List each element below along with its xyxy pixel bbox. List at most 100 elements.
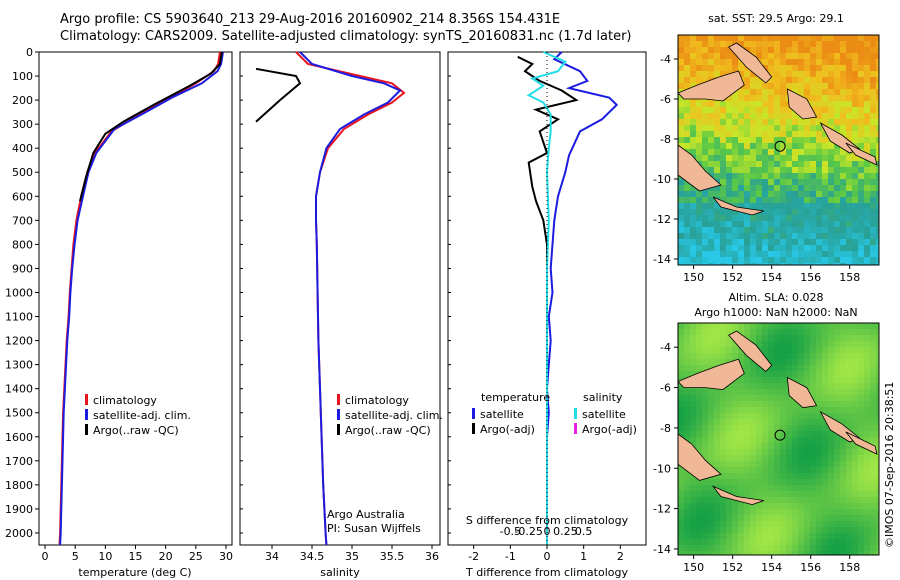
sla-map-cell — [840, 347, 846, 353]
sla-map-cell — [840, 545, 846, 551]
sst-map-cell — [810, 41, 816, 47]
sla-map-cell — [804, 533, 810, 539]
sst-map-cell — [852, 95, 858, 101]
sst-map-cell — [876, 137, 879, 143]
sst-map-cell — [756, 41, 762, 47]
sla-map-cell — [678, 419, 684, 425]
y-tick-label: -8 — [660, 422, 671, 435]
sla-map-cell — [714, 407, 720, 413]
sst-map-cell — [840, 35, 846, 41]
sla-map-cell — [876, 497, 879, 503]
sla-map-cell — [834, 407, 840, 413]
sla-map-cell — [756, 503, 762, 509]
sst-map-cell — [720, 179, 726, 185]
sla-map-cell — [756, 443, 762, 449]
x-tick-label: 25 — [189, 550, 203, 563]
sst-map-cell — [762, 119, 768, 125]
sla-map-cell — [768, 431, 774, 437]
legend-swatch — [85, 409, 88, 420]
sla-map-cell — [720, 419, 726, 425]
sst-map-cell — [726, 173, 732, 179]
sla-map-cell — [702, 413, 708, 419]
sla-map-cell — [816, 329, 822, 335]
sla-map-cell — [798, 509, 804, 515]
sla-map-cell — [726, 473, 732, 479]
sla-map-cell — [870, 455, 876, 461]
sla-map-cell — [864, 455, 870, 461]
sla-map-cell — [786, 467, 792, 473]
sst-map-cell — [804, 65, 810, 71]
sla-map-cell — [690, 545, 696, 551]
sst-map-cell — [816, 191, 822, 197]
sla-map-cell — [822, 551, 828, 555]
sla-map-cell — [876, 413, 879, 419]
sst-map-cell — [690, 101, 696, 107]
sla-map-cell — [738, 539, 744, 545]
sst-map-cell — [756, 161, 762, 167]
x-axis-label: temperature (deg C) — [78, 566, 191, 579]
sla-map-cell — [762, 437, 768, 443]
sla-map-cell — [714, 329, 720, 335]
sst-map-cell — [774, 143, 780, 149]
sla-map-cell — [762, 347, 768, 353]
sla-map-cell — [816, 395, 822, 401]
sla-map-cell — [678, 359, 684, 365]
sla-map-cell — [696, 353, 702, 359]
sst-map-cell — [864, 59, 870, 65]
sst-map-cell — [816, 221, 822, 227]
sst-map-cell — [684, 65, 690, 71]
sst-map-cell — [732, 167, 738, 173]
sst-map-cell — [780, 119, 786, 125]
sla-map-cell — [702, 359, 708, 365]
sst-map-cell — [738, 179, 744, 185]
sst-map-cell — [720, 167, 726, 173]
sst-map-cell — [792, 245, 798, 251]
sla-map-cell — [726, 467, 732, 473]
sla-map-cell — [810, 473, 816, 479]
sla-map-cell — [828, 323, 834, 329]
sst-map-cell — [702, 251, 708, 257]
sst-map-cell — [678, 65, 684, 71]
sla-map-cell — [840, 371, 846, 377]
sla-map-cell — [804, 539, 810, 545]
sst-map-cell — [804, 173, 810, 179]
sst-map-cell — [726, 47, 732, 53]
sla-map-cell — [810, 383, 816, 389]
sla-map-cell — [798, 485, 804, 491]
sla-map-cell — [846, 479, 852, 485]
sst-map-cell — [690, 263, 696, 265]
sst-map-cell — [738, 251, 744, 257]
sst-map-cell — [864, 233, 870, 239]
sst-map-cell — [744, 191, 750, 197]
sla-map-cell — [846, 383, 852, 389]
sst-map-cell — [810, 47, 816, 53]
sst-map-cell — [858, 59, 864, 65]
sla-map-cell — [738, 461, 744, 467]
sla-map-cell — [738, 395, 744, 401]
x-tick-label-salinity: 0 — [544, 525, 551, 538]
sst-map-cell — [846, 239, 852, 245]
sla-map-cell — [768, 347, 774, 353]
sst-map-cell — [828, 47, 834, 53]
sst-map-cell — [834, 179, 840, 185]
difference-panel: -2 -1 0 1 2-0.5-0.25 0 0.250.5S difference fro… — [447, 51, 647, 579]
sla-map-cell — [696, 395, 702, 401]
sst-map-cell — [858, 131, 864, 137]
sla-map-cell — [852, 419, 858, 425]
sst-map-cell — [774, 83, 780, 89]
sla-map-cell — [762, 449, 768, 455]
sla-map-cell — [834, 383, 840, 389]
sst-map-cell — [792, 149, 798, 155]
sla-map-cell — [816, 335, 822, 341]
sla-map-cell — [828, 395, 834, 401]
sst-map-cell — [816, 125, 822, 131]
sst-map-cell — [834, 113, 840, 119]
sla-map-cell — [786, 485, 792, 491]
sla-map-cell — [744, 335, 750, 341]
sst-map-cell — [840, 257, 846, 263]
sla-map-cell — [870, 377, 876, 383]
sst-map-cell — [702, 53, 708, 59]
sla-map-cell — [774, 407, 780, 413]
sla-map-cell — [720, 521, 726, 527]
sst-map-cell — [804, 215, 810, 221]
